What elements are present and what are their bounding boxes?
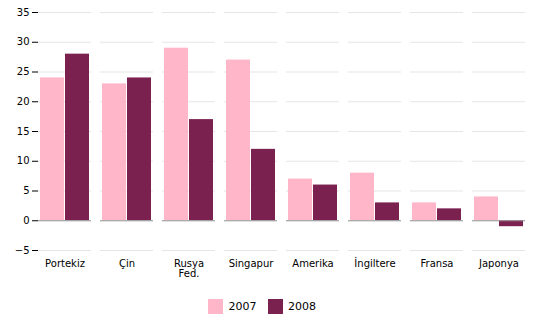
svg-text:Çin: Çin <box>119 258 135 269</box>
svg-text:15: 15 <box>17 126 30 137</box>
svg-text:Japonya: Japonya <box>478 258 519 269</box>
svg-text:−5: −5 <box>15 245 30 256</box>
svg-text:5: 5 <box>23 185 29 196</box>
svg-text:İngiltere: İngiltere <box>354 257 395 269</box>
svg-text:35: 35 <box>17 7 30 18</box>
svg-text:25: 25 <box>17 66 30 77</box>
svg-text:20: 20 <box>17 96 30 107</box>
html-text:2008: 2008 <box>288 300 316 313</box>
svg-text:30: 30 <box>17 36 30 47</box>
svg-text:Amerika: Amerika <box>292 258 333 269</box>
svg-text:RusyaFed.: RusyaFed. <box>174 258 204 279</box>
svg-text:0: 0 <box>23 215 29 226</box>
svg-text:Portekiz: Portekiz <box>45 258 85 269</box>
svg-text:Fransa: Fransa <box>421 258 454 269</box>
svg-text:10: 10 <box>17 155 30 166</box>
html-text:2007: 2007 <box>228 300 257 313</box>
svg-text:Singapur: Singapur <box>229 258 275 269</box>
